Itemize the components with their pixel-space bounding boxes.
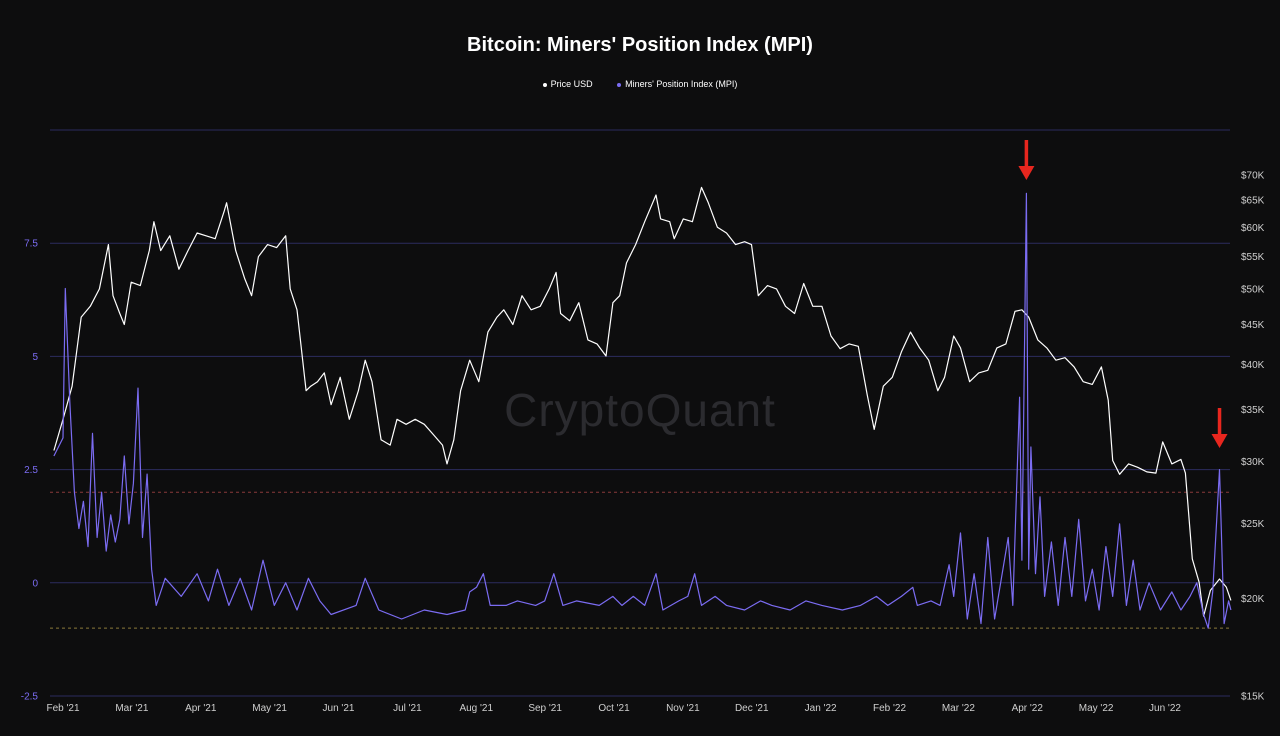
red-arrow-head-0 <box>1018 166 1035 180</box>
watermark: CryptoQuant <box>504 384 776 436</box>
chart-legend: Price USD Miners' Position Index (MPI) <box>0 79 1280 89</box>
x-tick-label: Nov '21 <box>666 703 700 714</box>
x-tick-label: May '22 <box>1079 703 1114 714</box>
legend-item-mpi[interactable]: Miners' Position Index (MPI) <box>617 79 737 89</box>
y-left-tick-label: 0 <box>32 578 38 589</box>
x-tick-label: Dec '21 <box>735 703 769 714</box>
chart-title: Bitcoin: Miners' Position Index (MPI) <box>467 34 813 56</box>
y-right-tick-label: $45K <box>1241 320 1265 331</box>
legend-item-price[interactable]: Price USD <box>542 79 593 89</box>
y-right-tick-label: $70K <box>1241 171 1265 182</box>
y-right-tick-label: $65K <box>1241 196 1265 207</box>
legend-dot-price <box>542 82 547 87</box>
x-tick-label: Jun '21 <box>323 703 355 714</box>
x-tick-label: May '21 <box>252 703 287 714</box>
legend-dot-mpi <box>617 82 622 87</box>
x-tick-label: Jun '22 <box>1149 703 1181 714</box>
x-tick-label: Apr '21 <box>185 703 217 714</box>
x-tick-label: Apr '22 <box>1012 703 1044 714</box>
y-left-tick-label: 2.5 <box>24 465 38 476</box>
y-right-tick-label: $30K <box>1241 457 1265 468</box>
y-left-tick-label: -2.5 <box>21 692 39 703</box>
red-arrow-head-1 <box>1211 434 1228 448</box>
y-right-tick-label: $50K <box>1241 284 1265 295</box>
x-tick-label: Jul '21 <box>393 703 422 714</box>
y-left-tick-label: 5 <box>32 352 38 363</box>
legend-label-price: Price USD <box>550 79 593 89</box>
y-right-tick-label: $35K <box>1241 405 1265 416</box>
price-usd-line[interactable] <box>53 186 1232 617</box>
y-right-tick-label: $15K <box>1241 692 1265 703</box>
x-tick-label: Feb '22 <box>873 703 906 714</box>
y-left-tick-label: 7.5 <box>24 239 38 250</box>
y-right-tick-label: $20K <box>1241 594 1265 605</box>
x-tick-label: Sep '21 <box>528 703 562 714</box>
x-tick-label: Aug '21 <box>459 703 493 714</box>
mpi-line[interactable] <box>53 192 1232 629</box>
x-tick-label: Mar '21 <box>115 703 148 714</box>
legend-label-mpi: Miners' Position Index (MPI) <box>625 79 738 89</box>
x-tick-label: Oct '21 <box>598 703 630 714</box>
x-tick-label: Jan '22 <box>805 703 837 714</box>
y-right-tick-label: $55K <box>1241 252 1265 263</box>
y-right-tick-label: $60K <box>1241 223 1265 234</box>
y-right-tick-label: $40K <box>1241 360 1265 371</box>
x-tick-label: Feb '21 <box>46 703 79 714</box>
y-right-tick-label: $25K <box>1241 519 1265 530</box>
x-tick-label: Mar '22 <box>942 703 975 714</box>
